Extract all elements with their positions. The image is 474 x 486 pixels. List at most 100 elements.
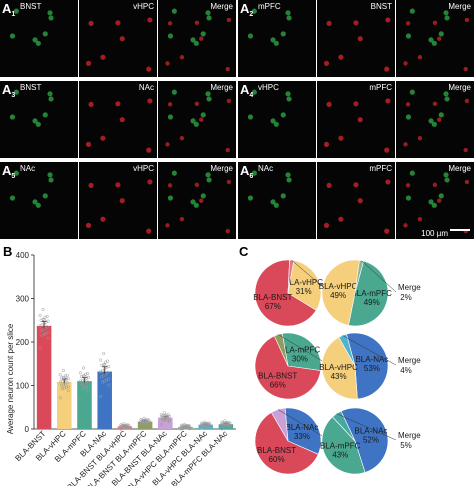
pie-slice	[273, 333, 289, 367]
data-point	[66, 385, 70, 389]
data-point	[46, 330, 50, 335]
panel-label-a-sub: 2	[249, 11, 253, 18]
data-point	[61, 368, 65, 373]
panel-label-c: C	[239, 244, 249, 259]
panel-label-a-sub: 6	[249, 173, 253, 180]
data-point	[85, 372, 90, 376]
micro-tile	[238, 81, 316, 158]
micro-tile	[238, 0, 316, 77]
pie-label-pct: 43%	[332, 451, 348, 460]
data-point	[145, 421, 149, 425]
pie-slice	[321, 336, 358, 400]
pie-slice	[254, 412, 319, 475]
micro-tile	[158, 81, 236, 158]
data-point	[63, 382, 67, 386]
data-point	[65, 373, 69, 377]
pie-label-pct: 67%	[265, 302, 281, 311]
data-point	[38, 313, 42, 318]
channel-label: BNST	[371, 2, 392, 11]
channel-label: BNST	[20, 2, 41, 11]
pie-slice	[254, 259, 317, 327]
data-point	[58, 373, 62, 377]
data-point	[167, 419, 171, 423]
panel-label-b: B	[3, 244, 12, 259]
data-point	[159, 422, 163, 427]
data-point	[187, 426, 192, 430]
micro-tile	[0, 0, 78, 77]
micro-tile	[79, 162, 157, 239]
data-point	[81, 374, 86, 378]
bar	[158, 417, 173, 429]
pie-label-pct: 66%	[270, 381, 286, 390]
channel-label: mPFC	[369, 83, 392, 92]
data-point	[140, 418, 144, 423]
micro-tile	[238, 162, 316, 239]
pie-label-pct: 4%	[400, 366, 412, 375]
channel-label: Merge	[210, 164, 233, 173]
data-point	[103, 367, 107, 372]
pie-label-name: BLA-vHPC	[319, 282, 358, 291]
data-point	[142, 416, 146, 420]
bar	[198, 424, 213, 429]
data-point	[208, 424, 212, 428]
bar-chart-panel-b: B Average neuron count per slice 0 100 200…	[3, 244, 236, 486]
pie-slice	[321, 416, 366, 475]
data-point	[107, 364, 111, 368]
data-point	[59, 383, 63, 387]
pie-label-pct: 30%	[292, 355, 308, 364]
channel-label: mPFC	[369, 164, 392, 173]
pie-slice	[287, 259, 295, 294]
data-point	[81, 366, 86, 370]
micro-tile	[79, 81, 157, 158]
bar-chart-ylabel: Average neuron count per slice	[6, 323, 15, 434]
pie-label-pct: 60%	[269, 455, 285, 464]
pie-label-pct: 52%	[363, 436, 379, 445]
panel-label-a-sub: 1	[11, 11, 15, 18]
data-point	[228, 423, 232, 428]
channel-label: NAc	[139, 83, 154, 92]
data-point	[107, 377, 111, 381]
y-tick-label: 0	[25, 425, 30, 434]
channel-label: BNST	[20, 83, 41, 92]
data-point	[61, 383, 65, 387]
data-point	[225, 423, 229, 427]
bar	[57, 382, 72, 429]
data-point	[78, 371, 83, 375]
data-point	[106, 371, 110, 375]
data-point	[99, 358, 103, 362]
channel-label: NAc	[258, 164, 273, 173]
data-point	[82, 378, 87, 382]
pie-slice	[338, 333, 356, 367]
data-point	[167, 418, 171, 422]
bar	[77, 381, 92, 429]
pie-label-name: BLA-BNST	[258, 372, 297, 381]
data-point	[85, 380, 90, 384]
pie-chart-panel-c: C BLA-vHPC31%BLA-BNST67%Merge2%BLA-mPFC4…	[239, 244, 421, 475]
channel-label: NAc	[20, 164, 35, 173]
data-point	[220, 427, 224, 431]
data-point	[200, 426, 204, 430]
pie-slice	[281, 332, 322, 371]
micro-tile	[396, 0, 474, 77]
micro-tile	[158, 0, 236, 77]
panel-label-a-sub: 4	[249, 92, 253, 99]
data-point	[139, 417, 143, 422]
data-point	[82, 386, 87, 390]
pie-label-name: BLA-mPFC	[280, 346, 321, 355]
data-point	[226, 424, 230, 428]
merge-leader	[277, 409, 330, 441]
channel-label: Merge	[448, 2, 471, 11]
data-point	[79, 375, 84, 379]
data-point	[102, 362, 106, 366]
micro-tile	[158, 162, 236, 239]
data-point	[42, 322, 46, 326]
scale-bar-label: 100 µm	[421, 229, 448, 238]
data-point	[81, 382, 86, 386]
channel-label: Merge	[210, 83, 233, 92]
channel-label: Merge	[448, 83, 471, 92]
data-point	[162, 411, 166, 415]
data-point	[166, 413, 170, 417]
